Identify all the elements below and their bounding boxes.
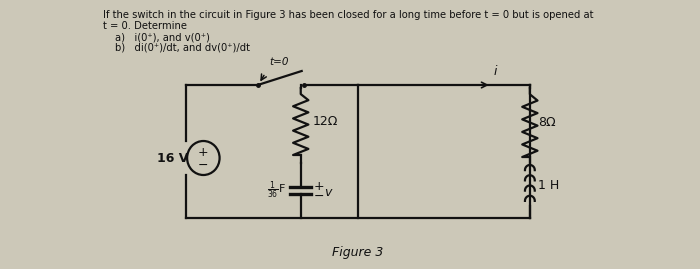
Text: 8Ω: 8Ω [538,116,556,129]
Text: Figure 3: Figure 3 [332,246,384,259]
Text: $\frac{1}{36}$F: $\frac{1}{36}$F [267,180,286,201]
Text: If the switch in the circuit in Figure 3 has been closed for a long time before : If the switch in the circuit in Figure 3… [103,10,594,20]
Text: 16 V: 16 V [157,151,188,165]
Text: a)   i(0⁺), and v(0⁺): a) i(0⁺), and v(0⁺) [115,32,209,42]
Text: b)   di(0⁺)/dt, and dv(0⁺)/dt: b) di(0⁺)/dt, and dv(0⁺)/dt [115,43,250,53]
Text: t=0: t=0 [269,57,288,67]
Text: t = 0. Determine: t = 0. Determine [103,21,187,31]
Text: +: + [198,146,209,158]
Text: +: + [314,180,325,193]
Text: v: v [325,186,332,199]
Text: −: − [314,189,325,203]
Text: −: − [198,158,209,172]
Text: 12Ω: 12Ω [312,115,337,128]
Text: 1 H: 1 H [538,179,560,192]
Text: i: i [494,65,497,78]
